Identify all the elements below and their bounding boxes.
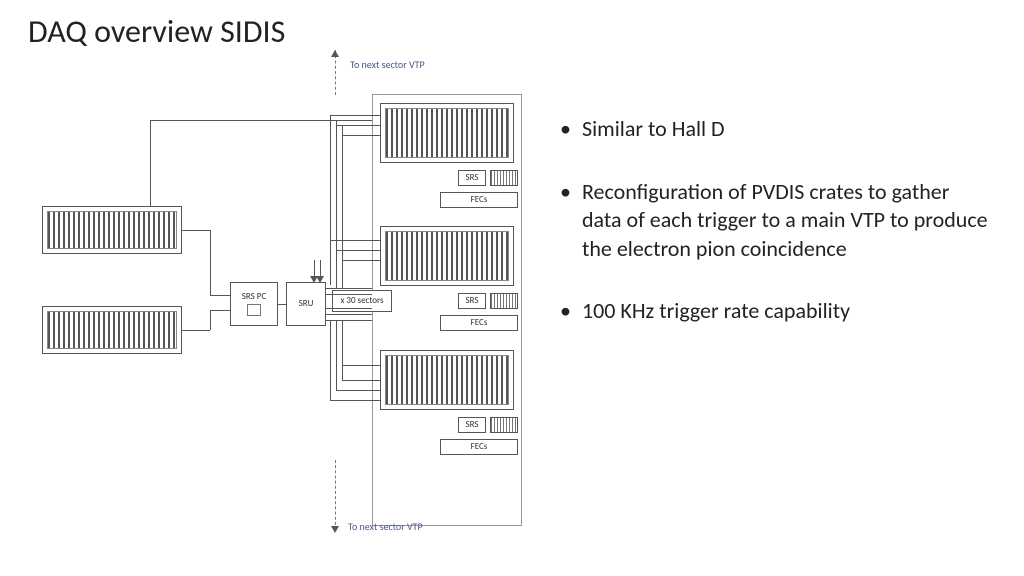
wire [150, 120, 151, 206]
bullet-item: Reconfiguration of PVDIS crates to gathe… [560, 178, 990, 264]
crate-left-bottom [42, 306, 182, 354]
fecs-box-1: FECs [440, 192, 518, 208]
srs-pc-box: SRS PC [230, 282, 278, 326]
wire [336, 320, 337, 390]
arrow-down-icon [331, 526, 339, 533]
wire [330, 240, 380, 241]
wire [210, 310, 211, 330]
wire [314, 260, 315, 278]
wire [326, 320, 372, 321]
wire [182, 330, 210, 331]
wire [320, 260, 321, 278]
wire [330, 115, 380, 116]
wire [326, 308, 372, 309]
label-bottom-sector: To next sector VTP [348, 520, 428, 533]
wire [326, 288, 372, 289]
wire [210, 230, 211, 295]
label-top-sector: To next sector VTP [350, 58, 430, 71]
wire [342, 135, 380, 136]
srs-box-3: SRS [458, 417, 486, 433]
wire [342, 320, 343, 380]
srs-pc-label: SRS PC [242, 292, 267, 302]
wire [330, 400, 380, 401]
wire [342, 260, 380, 261]
wire [336, 250, 380, 251]
wire [278, 304, 286, 305]
wire [182, 230, 210, 231]
wire [336, 120, 337, 288]
wire [210, 310, 230, 311]
fecs-box-2: FECs [440, 315, 518, 331]
arrow-up-icon [331, 50, 339, 57]
daq-diagram: To next sector VTP SRS FECs SRS FECs SRS… [30, 50, 540, 560]
dashed-link-bottom [335, 460, 336, 530]
srs-box-2: SRS [458, 293, 486, 309]
crate-right-2 [380, 226, 514, 286]
wire [210, 295, 230, 296]
page-title: DAQ overview SIDIS [28, 12, 285, 51]
fecs-box-3: FECs [440, 439, 518, 455]
wire [150, 120, 372, 121]
wire [326, 294, 372, 295]
wire [342, 365, 380, 366]
wire [336, 390, 380, 391]
srs-box-1: SRS [458, 170, 486, 186]
bullet-item: Similar to Hall D [560, 115, 990, 144]
srs-stripes-2 [490, 293, 518, 309]
bullet-list: Similar to Hall D Reconfiguration of PVD… [560, 115, 990, 360]
crate-right-3 [380, 350, 514, 410]
bullet-item: 100 KHz trigger rate capability [560, 297, 990, 326]
srs-stripes-3 [490, 417, 518, 433]
wire [342, 125, 343, 288]
wire [336, 125, 380, 126]
wire [326, 314, 372, 315]
crate-right-1 [380, 103, 514, 163]
crate-left-top [42, 206, 182, 254]
sru-box: SRU [286, 282, 326, 326]
srs-stripes-1 [490, 170, 518, 186]
wire [342, 380, 380, 381]
wire [330, 115, 331, 285]
wire [330, 320, 331, 400]
